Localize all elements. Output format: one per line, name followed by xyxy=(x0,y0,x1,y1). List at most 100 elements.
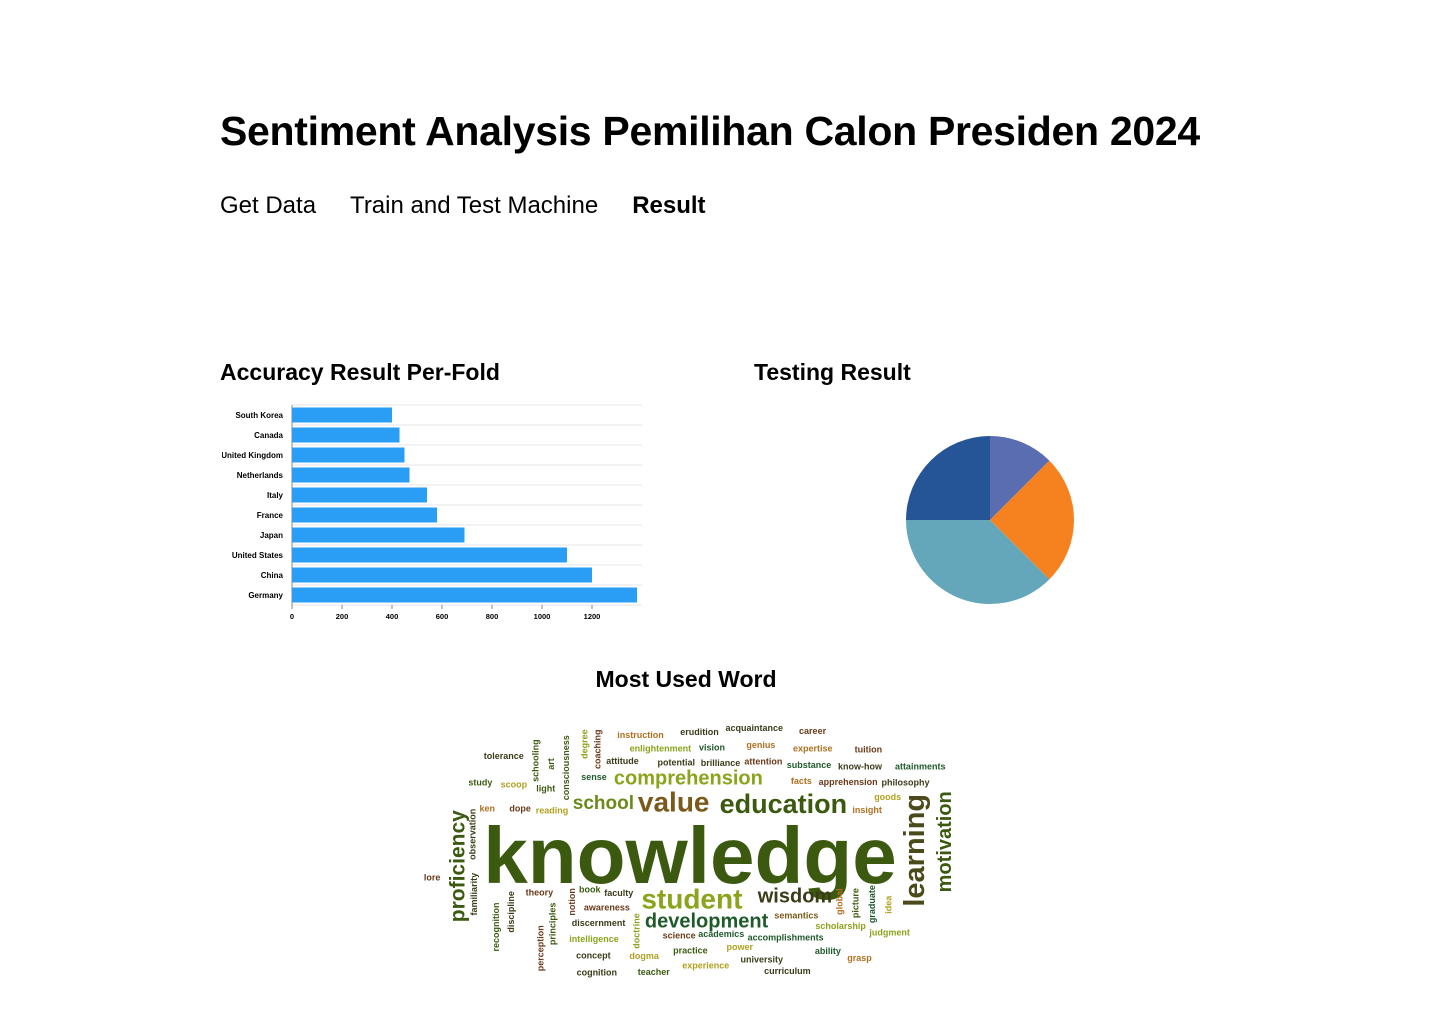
nav-menu: Get Data Train and Test Machine Result xyxy=(220,192,706,220)
word-vision: vision xyxy=(699,742,725,752)
word-perception: perception xyxy=(535,925,545,971)
word-accomplishments: accomplishments xyxy=(748,933,824,943)
word-comprehension: comprehension xyxy=(614,768,763,790)
word-attitude: attitude xyxy=(606,756,639,766)
word-study: study xyxy=(468,777,492,787)
x-tick-label: 1000 xyxy=(534,612,551,621)
word-intelligence: intelligence xyxy=(569,934,619,944)
word-university: university xyxy=(741,955,784,965)
word-learning: learning xyxy=(899,794,931,907)
pie-slice-3 xyxy=(906,520,1050,604)
word-schooling: schooling xyxy=(531,739,541,782)
bar-italy xyxy=(292,487,427,503)
word-scholarship: scholarship xyxy=(815,921,866,931)
word-school: school xyxy=(573,793,634,814)
word-apprehension: apprehension xyxy=(819,777,878,787)
word-tolerance: tolerance xyxy=(484,751,524,761)
nav-item-get-data[interactable]: Get Data xyxy=(220,192,317,219)
x-tick-label: 800 xyxy=(486,612,499,621)
word-attention: attention xyxy=(744,756,782,766)
bar-japan xyxy=(292,527,465,543)
word-coaching: coaching xyxy=(593,729,603,769)
word-facts: facts xyxy=(791,776,812,786)
word-ability: ability xyxy=(815,946,841,956)
word-grasp: grasp xyxy=(847,953,872,963)
word-reading: reading xyxy=(536,806,569,816)
bar-germany xyxy=(292,587,637,603)
y-tick-label: United Kingdom xyxy=(222,451,283,460)
word-know-how: know-how xyxy=(838,761,883,771)
x-tick-label: 1200 xyxy=(584,612,601,621)
bar-france xyxy=(292,507,437,523)
word-motivation: motivation xyxy=(934,791,956,892)
word-knowledge: knowledge xyxy=(483,811,896,900)
word-academics: academics xyxy=(698,929,744,939)
word-notion: notion xyxy=(567,888,577,916)
y-tick-label: France xyxy=(257,511,284,520)
word-book: book xyxy=(579,884,601,894)
word-teacher: teacher xyxy=(638,967,671,977)
word-degree: degree xyxy=(579,729,589,759)
word-cognition: cognition xyxy=(577,968,618,978)
word-enlightenment: enlightenment xyxy=(630,743,692,753)
word-power: power xyxy=(726,942,753,952)
word-substance: substance xyxy=(787,760,832,770)
word-semantics: semantics xyxy=(774,911,818,921)
bar-united-states xyxy=(292,547,567,563)
word-consciousness: consciousness xyxy=(561,735,571,800)
word-discipline: discipline xyxy=(506,891,516,933)
bar-china xyxy=(292,567,592,583)
words-section-title: Most Used Word xyxy=(595,666,777,692)
testing-section-title: Testing Result xyxy=(754,359,911,385)
word-principles: principles xyxy=(547,903,557,946)
y-tick-label: Italy xyxy=(267,491,284,500)
bar-united-kingdom xyxy=(292,447,405,463)
word-wisdom: wisdom xyxy=(757,886,832,908)
testing-pie-chart xyxy=(906,436,1074,604)
word-curriculum: curriculum xyxy=(764,966,811,976)
word-experience: experience xyxy=(682,960,729,970)
y-tick-label: United States xyxy=(232,551,284,560)
x-tick-label: 0 xyxy=(290,612,294,621)
word-picture: picture xyxy=(851,888,861,918)
word-ken: ken xyxy=(479,804,495,814)
word-career: career xyxy=(799,726,827,736)
y-tick-label: Netherlands xyxy=(237,471,284,480)
word-judgment: judgment xyxy=(868,927,910,937)
y-tick-label: Japan xyxy=(260,531,283,540)
word-instruction: instruction xyxy=(617,730,664,740)
word-acquaintance: acquaintance xyxy=(726,723,784,733)
word-concept: concept xyxy=(576,951,611,961)
word-observation: observation xyxy=(468,809,478,860)
word-goods: goods xyxy=(874,792,901,802)
word-awareness: awareness xyxy=(584,903,630,913)
y-tick-label: South Korea xyxy=(235,411,283,420)
word-proficiency: proficiency xyxy=(446,810,469,922)
word-potential: potential xyxy=(658,757,696,767)
word-graduate: graduate xyxy=(867,885,877,923)
bar-netherlands xyxy=(292,467,410,483)
y-tick-label: Germany xyxy=(248,591,283,600)
word-idea: idea xyxy=(884,895,894,914)
nav-item-train-test[interactable]: Train and Test Machine xyxy=(350,192,599,219)
word-global: global xyxy=(835,888,845,915)
word-genius: genius xyxy=(746,740,775,750)
word-education: education xyxy=(720,789,848,819)
word-art: art xyxy=(546,758,556,770)
nav-item-result[interactable]: Result xyxy=(632,192,706,219)
pie-slice-1 xyxy=(990,436,1050,520)
bar-canada xyxy=(292,427,400,443)
word-philosophy: philosophy xyxy=(881,778,929,788)
word-student: student xyxy=(641,884,742,915)
pie-slice-2 xyxy=(990,460,1074,580)
word-dogma: dogma xyxy=(629,951,659,961)
pie-slice-4 xyxy=(906,436,990,520)
word-cloud: knowledge learning student value education pr… xyxy=(424,723,956,978)
word-brilliance: brilliance xyxy=(701,758,741,768)
word-discernment: discernment xyxy=(572,918,626,928)
y-tick-label: China xyxy=(261,571,284,580)
word-lore: lore xyxy=(424,873,441,883)
word-scoop: scoop xyxy=(501,780,528,790)
word-theory: theory xyxy=(526,887,554,897)
word-science: science xyxy=(663,930,696,940)
